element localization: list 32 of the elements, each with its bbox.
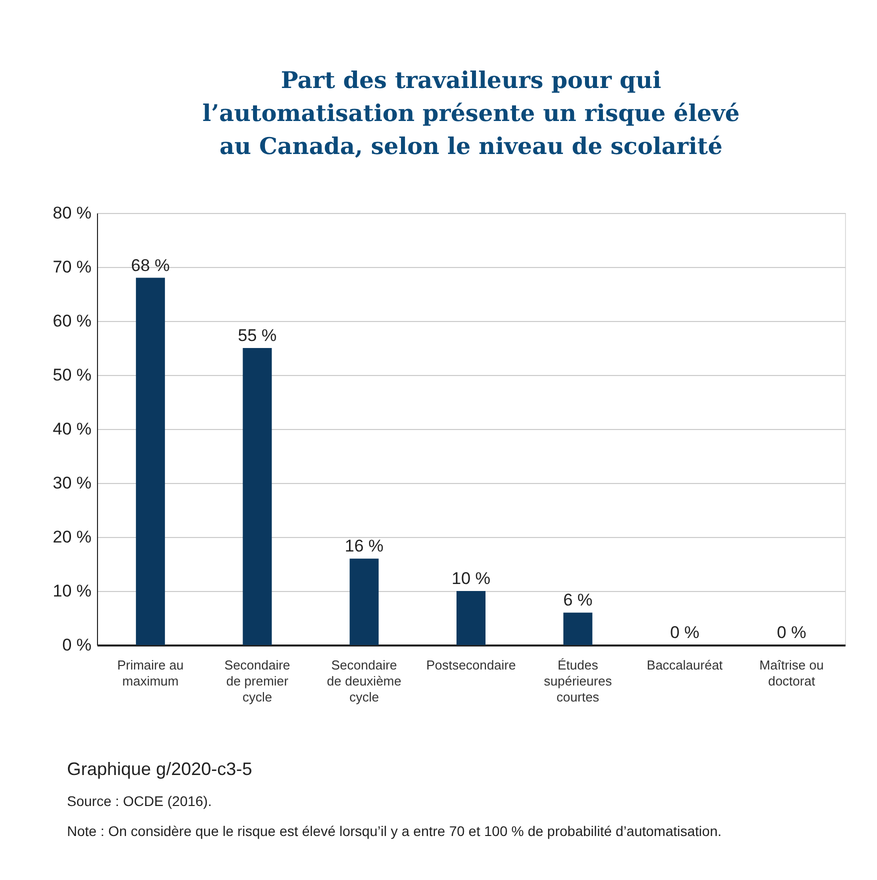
text: Graphique g/2020-c3-5 xyxy=(67,759,252,779)
y-tick-label: 70 % xyxy=(52,258,92,276)
y-tick-label: 20 % xyxy=(52,528,92,546)
x-tick-label: Études supérieures courtes xyxy=(544,658,612,704)
x-tick-label: Maîtrise ou doctorat xyxy=(759,658,824,688)
y-tick-label: 40 % xyxy=(52,420,92,438)
y-tick-label: 50 % xyxy=(52,366,92,384)
data-label: 55 % xyxy=(238,326,277,345)
bar xyxy=(136,278,165,645)
data-label: 10 % xyxy=(452,569,490,588)
x-tick-label: Postsecondaire xyxy=(426,658,516,672)
data-label: 6 % xyxy=(563,590,593,610)
y-tick-label: 30 % xyxy=(52,474,92,492)
text: Note : On considère que le risque est élevé lorsqu’il y a entre 70 et 100 % de probabilité d’automatisation. xyxy=(67,823,722,839)
y-tick-label: 10 % xyxy=(52,582,92,600)
bar xyxy=(242,348,272,645)
data-label: 0 % xyxy=(776,623,806,642)
x-tick-label: Baccalauréat xyxy=(646,658,724,672)
data-label: 0 % xyxy=(670,623,700,642)
data-label: 16 % xyxy=(344,536,384,556)
x-tick-label: Primaire au maximum xyxy=(117,658,184,688)
x-tick-label: Secondaire de premier cycle xyxy=(224,658,290,704)
y-tick-label: 0 % xyxy=(62,636,92,654)
bar xyxy=(456,591,486,645)
chart-title: Part des travailleurs pour qui l’automatisation présente un risque élevé au Canada, selon le niveau de scolarité xyxy=(202,67,740,160)
data-label: 68 % xyxy=(131,256,170,275)
y-tick-label: 60 % xyxy=(52,312,92,330)
source-note: Source : OCDE (2016). xyxy=(67,793,212,809)
x-tick-label: Secondaire de deuxième cycle xyxy=(326,658,402,704)
bar xyxy=(350,558,379,645)
y-tick-label: 80 % xyxy=(52,204,92,222)
bar xyxy=(563,612,592,645)
